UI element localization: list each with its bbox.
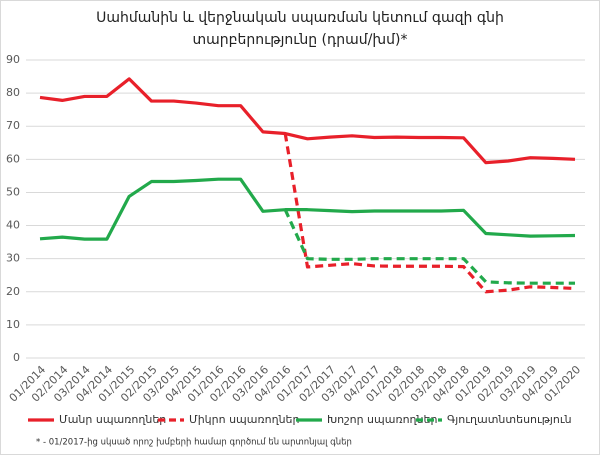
y-tick-label: 90 [6,53,20,66]
y-tick-label: 40 [6,219,20,232]
y-tick-label: 20 [6,285,20,298]
legend-label: Խոշոր սպառողներ [327,413,437,426]
footnote: * - 01/2017-ից սկսած որոշ խմբերի համար գ… [36,438,352,448]
legend-label: Միկրո սպառողներ [189,413,300,426]
series-line [283,133,576,294]
y-tick-label: 30 [6,252,20,265]
chart-title: տարբերությունը (դրամ/խմ)* [193,32,408,48]
series-line [39,77,576,165]
y-tick-label: 0 [13,351,20,364]
series-line [39,177,576,241]
series-line [283,208,575,285]
y-tick-label: 80 [6,86,20,99]
y-tick-label: 50 [6,185,20,198]
y-tick-label: 60 [6,152,20,165]
y-tick-label: 70 [6,119,20,132]
legend-label: Մանր սպառողներ [59,413,166,426]
chart-title: Սահմանին և վերջնական սպառման կետում գազի… [96,10,504,26]
legend-label: Գյուղատնտեսություն [447,413,572,426]
y-tick-label: 10 [6,318,20,331]
